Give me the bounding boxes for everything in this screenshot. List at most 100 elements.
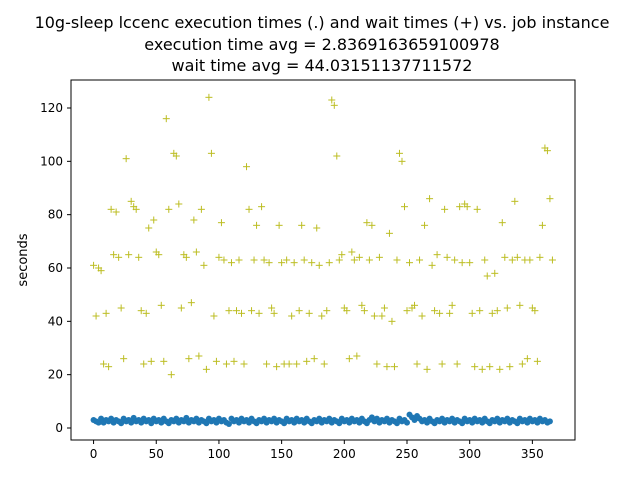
wait-time-point <box>345 355 353 363</box>
wait-time-point <box>245 205 253 213</box>
wait-time-point <box>295 307 303 315</box>
wait-time-point <box>230 357 238 365</box>
wait-time-point <box>448 301 456 309</box>
wait-time-point <box>531 307 539 315</box>
wait-time-point <box>120 355 128 363</box>
wait-time-point <box>253 221 261 229</box>
y-tick-label: 120 <box>40 101 63 115</box>
wait-time-point <box>182 253 190 261</box>
wait-time-point <box>212 357 220 365</box>
wait-time-point <box>438 360 446 368</box>
wait-time-point <box>298 221 306 229</box>
wait-time-point <box>160 357 168 365</box>
wait-time-point <box>378 312 386 320</box>
execution-time-point <box>203 420 210 427</box>
wait-time-point <box>501 253 509 261</box>
x-tick-label: 350 <box>521 447 544 461</box>
wait-time-point <box>157 301 165 309</box>
wait-time-point <box>483 272 491 280</box>
wait-time-point <box>112 208 120 216</box>
wait-time-point <box>107 205 115 213</box>
wait-time-point <box>187 299 195 307</box>
wait-time-point <box>283 256 291 264</box>
wait-time-point <box>328 96 336 104</box>
wait-time-point <box>205 93 213 101</box>
y-axis-label: seconds <box>16 233 31 286</box>
wait-time-point <box>375 253 383 261</box>
wait-time-point <box>275 221 283 229</box>
wait-time-point <box>446 309 454 317</box>
wait-time-point <box>338 251 346 259</box>
wait-time-point <box>423 365 431 373</box>
wait-time-point <box>308 259 316 267</box>
execution-time-point <box>404 419 410 426</box>
wait-time-point <box>100 360 108 368</box>
wait-time-point <box>471 363 479 371</box>
wait-time-point <box>358 301 366 309</box>
wait-time-point <box>207 149 215 157</box>
wait-time-point <box>536 253 544 261</box>
wait-time-point <box>481 256 489 264</box>
wait-time-point <box>513 253 521 261</box>
wait-time-point <box>310 355 318 363</box>
wait-time-point <box>496 365 504 373</box>
wait-time-point <box>526 256 534 264</box>
wait-time-point <box>451 256 459 264</box>
wait-time-point <box>426 195 434 203</box>
wait-time-point <box>135 253 143 261</box>
y-axis: 0 20 40 60 80 100 120 <box>40 101 71 435</box>
wait-time-point <box>210 312 218 320</box>
wait-time-point <box>258 203 266 211</box>
wait-time-point <box>498 219 506 227</box>
wait-time-point <box>265 259 273 267</box>
axes-frame <box>70 79 576 441</box>
wait-time-point <box>145 224 153 232</box>
wait-time-point <box>195 352 203 360</box>
wait-time-point <box>488 309 496 317</box>
wait-time-point <box>320 360 328 368</box>
execution-time-point <box>514 420 521 427</box>
wait-time-point <box>305 309 313 317</box>
wait-time-point <box>543 147 551 155</box>
wait-time-point <box>436 309 444 317</box>
wait-time-point <box>353 352 361 360</box>
wait-time-point <box>255 309 263 317</box>
wait-time-point <box>190 216 198 224</box>
wait-time-point <box>388 317 396 325</box>
wait-time-point <box>463 203 471 211</box>
wait-time-point <box>110 251 118 259</box>
wait-time-point <box>538 221 546 229</box>
wait-time-point <box>263 360 271 368</box>
wait-time-point <box>192 248 200 256</box>
execution-time-point <box>118 420 125 427</box>
wait-time-point <box>523 355 531 363</box>
wait-time-point <box>117 304 125 312</box>
wait-time-point <box>548 256 556 264</box>
wait-time-point <box>365 256 373 264</box>
wait-time-point <box>383 363 391 371</box>
wait-time-point <box>293 360 301 368</box>
wait-time-point <box>172 152 180 160</box>
wait-time-point <box>428 261 436 269</box>
x-tick-label: 300 <box>458 447 481 461</box>
y-tick-label: 40 <box>48 314 63 328</box>
wait-time-point <box>147 357 155 365</box>
chart-title-line-1: 10g-sleep lccenc execution times (.) and… <box>35 13 610 32</box>
wait-time-point <box>486 363 494 371</box>
wait-time-point <box>466 259 474 267</box>
wait-time-point <box>511 197 519 205</box>
wait-time-point <box>125 251 133 259</box>
wait-time-point <box>132 205 140 213</box>
wait-time-point <box>197 205 205 213</box>
wait-time-point <box>215 253 223 261</box>
y-tick-label: 80 <box>48 208 63 222</box>
wait-time-point <box>468 309 476 317</box>
wait-time-point <box>313 224 321 232</box>
wait-time-point <box>506 363 514 371</box>
wait-time-point <box>395 149 403 157</box>
wait-time-point <box>162 115 170 123</box>
wait-time-point <box>92 312 100 320</box>
wait-time-point <box>165 205 173 213</box>
chart-title-line-2: execution time avg = 2.8369163659100978 <box>144 35 499 54</box>
